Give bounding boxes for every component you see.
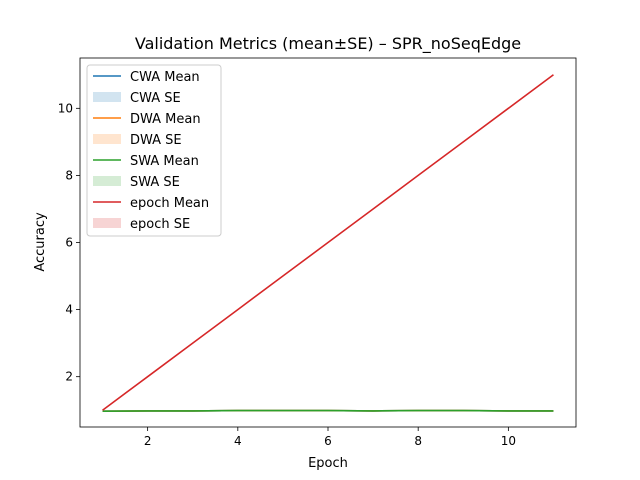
legend-label: SWA Mean (130, 154, 199, 169)
chart-title: Validation Metrics (mean±SE) – SPR_noSeq… (135, 34, 521, 54)
y-axis: 2 4 6 8 10 (58, 101, 80, 384)
x-tick-label: 2 (144, 434, 152, 448)
legend: CWA Mean CWA SE DWA Mean DWA SE SWA Mean SWA … (86, 64, 222, 237)
x-tick-label: 8 (414, 434, 422, 448)
series-line-3 (102, 74, 554, 411)
legend-label: DWA Mean (130, 112, 201, 127)
legend-patch-swatch (93, 176, 121, 186)
y-tick-label: 10 (58, 101, 73, 115)
legend-patch-swatch (93, 218, 121, 228)
y-tick-label: 6 (65, 236, 73, 250)
legend-patch-swatch (93, 92, 121, 102)
legend-label: CWA Mean (130, 70, 200, 85)
legend-label: CWA SE (130, 91, 181, 106)
series-line-2 (102, 409, 554, 413)
y-tick-label: 8 (65, 168, 73, 182)
x-tick-label: 10 (501, 434, 516, 448)
legend-box (86, 64, 222, 237)
x-tick-label: 6 (324, 434, 332, 448)
legend-label: SWA SE (130, 175, 180, 190)
legend-label: epoch Mean (130, 196, 209, 211)
legend-patch-swatch (93, 134, 121, 144)
y-tick-label: 2 (65, 370, 73, 384)
y-axis-label: Accuracy (33, 212, 48, 272)
x-tick-label: 4 (234, 434, 242, 448)
legend-label: DWA SE (130, 133, 182, 148)
x-axis-label: Epoch (308, 456, 348, 471)
plot-area (79, 57, 577, 428)
y-tick-label: 4 (65, 303, 73, 317)
legend-label: epoch SE (130, 217, 190, 232)
x-axis: 2 4 6 8 10 (144, 427, 516, 448)
